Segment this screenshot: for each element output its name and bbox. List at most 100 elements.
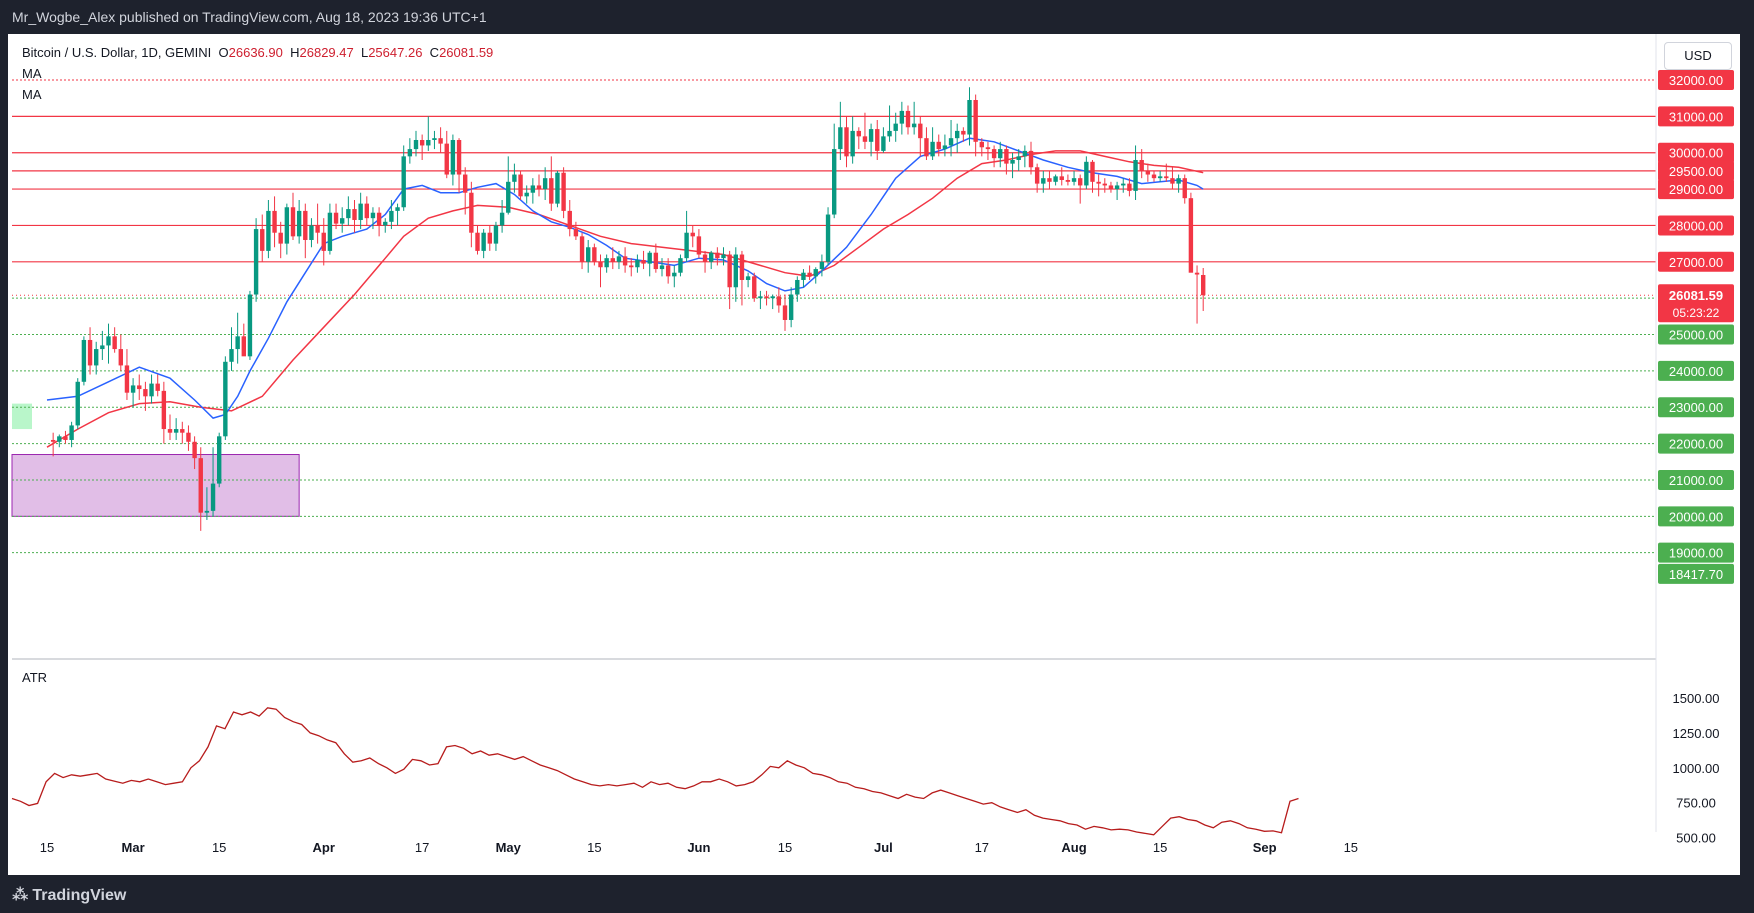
candle[interactable] (155, 374, 160, 397)
candle[interactable] (100, 330, 105, 360)
candle[interactable] (862, 112, 868, 150)
candle[interactable] (801, 269, 806, 288)
candle[interactable] (647, 250, 652, 277)
candle[interactable] (752, 272, 757, 302)
candle[interactable] (124, 349, 130, 400)
candle[interactable] (1004, 145, 1009, 175)
candle[interactable] (401, 145, 406, 211)
candle[interactable] (524, 185, 529, 204)
candle[interactable] (1188, 192, 1194, 273)
candle[interactable] (948, 119, 954, 157)
candle[interactable] (592, 243, 597, 266)
candle[interactable] (235, 312, 240, 364)
candle[interactable] (413, 130, 419, 157)
candle[interactable] (905, 105, 911, 135)
candle[interactable] (1201, 268, 1206, 311)
candle[interactable] (475, 225, 480, 255)
candle[interactable] (210, 447, 216, 517)
candle[interactable] (973, 94, 978, 157)
candle[interactable] (733, 247, 738, 302)
candle[interactable] (936, 134, 941, 157)
candle[interactable] (106, 323, 111, 364)
candle[interactable] (979, 138, 984, 157)
candle[interactable] (893, 112, 898, 142)
candle[interactable] (573, 221, 579, 240)
chart-canvas[interactable]: 32000.00 31000.00 30000.00 29500.00 29000.00… (8, 34, 1740, 875)
candle[interactable] (57, 434, 62, 448)
candle[interactable] (659, 258, 665, 277)
candle[interactable] (1157, 170, 1163, 182)
ma-legend-1[interactable]: MA (22, 66, 42, 81)
candle[interactable] (167, 414, 173, 440)
candle[interactable] (112, 327, 117, 353)
candle[interactable] (868, 123, 874, 157)
candle[interactable] (1176, 174, 1181, 193)
candle[interactable] (832, 123, 837, 219)
candle[interactable] (364, 196, 369, 226)
candle[interactable] (899, 101, 905, 135)
candle[interactable] (395, 203, 400, 226)
candle[interactable] (456, 138, 462, 193)
atr-legend[interactable]: ATR (22, 670, 48, 685)
candle[interactable] (1133, 145, 1138, 200)
candle[interactable] (315, 203, 320, 244)
candle[interactable] (672, 265, 677, 288)
candle[interactable] (653, 243, 659, 273)
candle[interactable] (383, 218, 388, 233)
candle[interactable] (247, 290, 253, 360)
candle[interactable] (770, 294, 775, 310)
candle[interactable] (530, 178, 536, 204)
candle[interactable] (1114, 181, 1120, 200)
atr-line[interactable] (11, 707, 1299, 836)
candle[interactable] (838, 101, 843, 160)
candle[interactable] (641, 250, 646, 270)
candle[interactable] (887, 105, 892, 142)
symbol-label[interactable]: Bitcoin / U.S. Dollar, 1D, GEMINI (22, 45, 212, 60)
candle[interactable] (696, 229, 702, 259)
candle[interactable] (684, 210, 689, 262)
candle[interactable] (622, 247, 628, 273)
candle[interactable] (629, 258, 634, 277)
candle[interactable] (432, 130, 437, 150)
candle[interactable] (450, 134, 456, 186)
candle[interactable] (499, 199, 505, 233)
candle[interactable] (1059, 167, 1064, 186)
candle[interactable] (493, 221, 499, 251)
candle[interactable] (272, 196, 277, 248)
candle[interactable] (1139, 149, 1144, 179)
candle[interactable] (579, 232, 585, 270)
candle[interactable] (198, 447, 203, 531)
candle[interactable] (352, 199, 357, 233)
candle[interactable] (813, 267, 818, 284)
candle[interactable] (598, 254, 603, 288)
candle[interactable] (616, 250, 622, 270)
candle[interactable] (296, 199, 302, 244)
candle[interactable] (739, 250, 745, 306)
candle[interactable] (875, 119, 880, 160)
candle[interactable] (309, 218, 314, 248)
candle[interactable] (985, 141, 991, 160)
candle[interactable] (137, 374, 142, 400)
candle[interactable] (204, 487, 210, 520)
candle[interactable] (555, 170, 560, 208)
candle[interactable] (1047, 170, 1052, 190)
candle[interactable] (567, 199, 572, 237)
candle[interactable] (426, 116, 431, 151)
candle[interactable] (1016, 149, 1021, 171)
candle[interactable] (702, 250, 708, 273)
candle[interactable] (561, 167, 566, 219)
candle[interactable] (1078, 174, 1083, 204)
tradingview-logo[interactable]: ⁂ TradingView (12, 885, 126, 905)
candle[interactable] (1121, 178, 1126, 193)
candle[interactable] (278, 221, 283, 259)
candle[interactable] (610, 247, 615, 270)
candle[interactable] (690, 225, 695, 248)
candle[interactable] (192, 436, 197, 470)
candle[interactable] (788, 287, 794, 328)
candle[interactable] (727, 250, 732, 310)
candle[interactable] (715, 247, 720, 266)
candle[interactable] (253, 218, 259, 302)
candle[interactable] (444, 130, 449, 179)
candle[interactable] (481, 229, 486, 259)
candle[interactable] (130, 378, 136, 408)
